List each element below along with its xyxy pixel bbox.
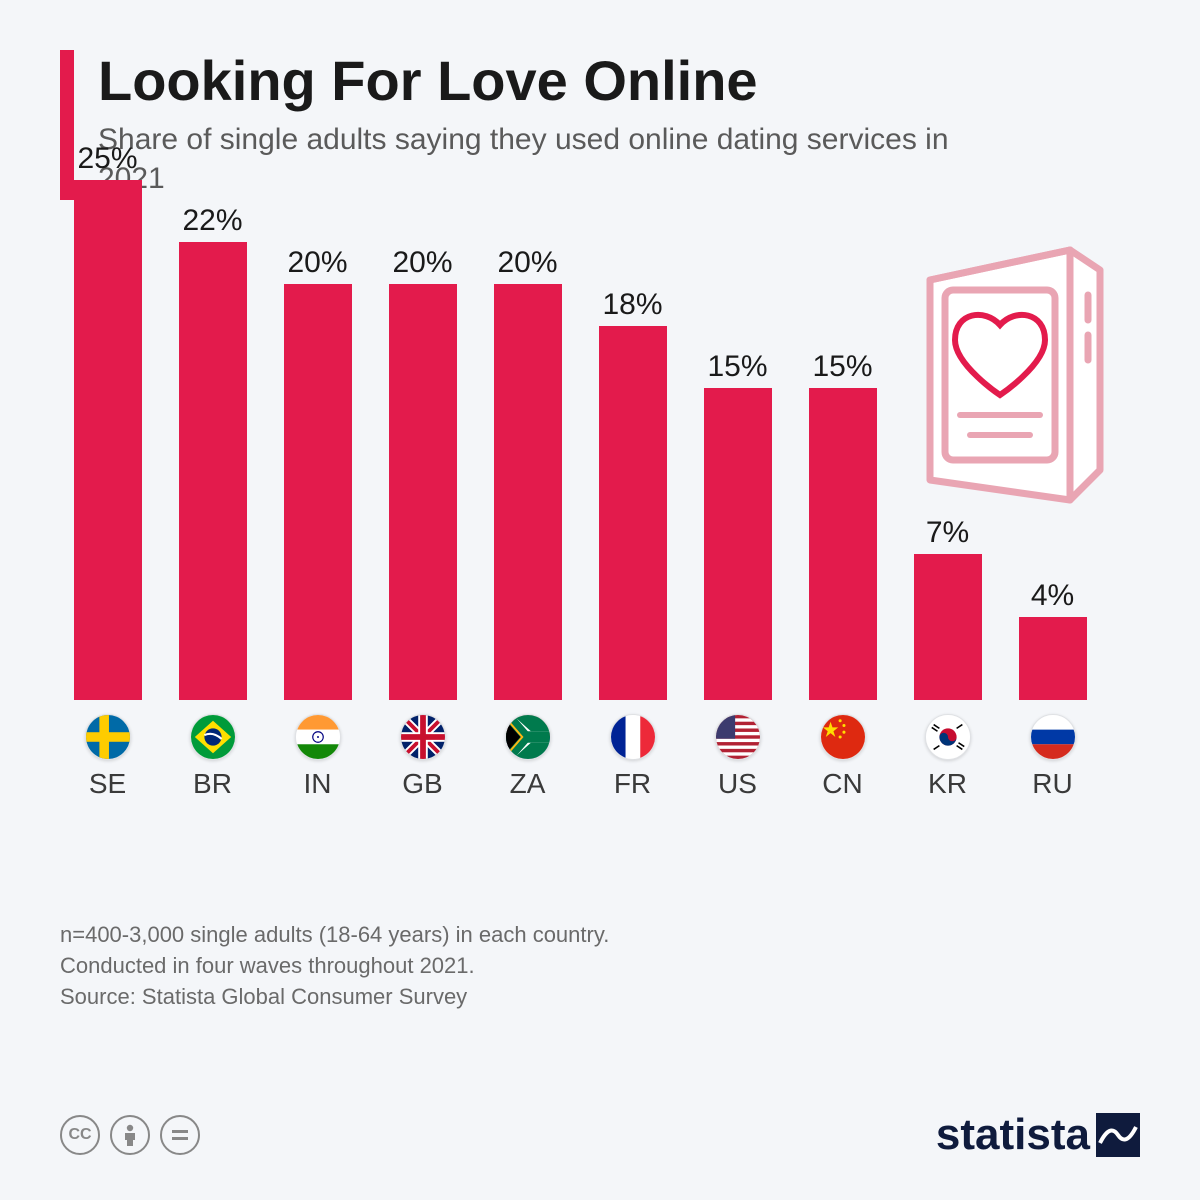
flag-cn-icon [820, 714, 866, 760]
country-code: GB [402, 768, 442, 800]
country-code: ZA [510, 768, 546, 800]
logo-text: statista [936, 1110, 1090, 1160]
country-code: FR [614, 768, 651, 800]
country-code: US [718, 768, 757, 800]
flag-kr-icon [925, 714, 971, 760]
bar-group-br: 22% BR [175, 204, 250, 800]
bar [809, 388, 877, 700]
chart-area: 25%SE22%BR20%IN20%GB20%ZA18%FR15%US15%CN… [60, 240, 1140, 890]
country-code: RU [1032, 768, 1072, 800]
by-icon [110, 1115, 150, 1155]
bar-group-za: 20% ZA [490, 246, 565, 800]
flag-us-icon [715, 714, 761, 760]
bar [179, 242, 247, 700]
bar-group-fr: 18% FR [595, 288, 670, 800]
bar-value: 20% [287, 246, 347, 280]
bar-value: 15% [707, 350, 767, 384]
statista-logo: statista [936, 1110, 1140, 1160]
bar-value: 20% [497, 246, 557, 280]
chart-title: Looking For Love Online [98, 50, 1140, 112]
chart-container: Looking For Love Online Share of single … [0, 0, 1200, 1200]
sample-note: n=400-3,000 single adults (18-64 years) … [60, 920, 1140, 951]
flag-gb-icon [400, 714, 446, 760]
phone-heart-icon [900, 230, 1130, 515]
bar [914, 554, 982, 700]
bar-group-se: 25% SE [70, 142, 145, 800]
source-note: Source: Statista Global Consumer Survey [60, 982, 1140, 1013]
bar [599, 326, 667, 700]
bar-group-us: 15% US [700, 350, 775, 800]
country-code: SE [89, 768, 126, 800]
bar-group-ru: 4% RU [1015, 579, 1090, 800]
notes: n=400-3,000 single adults (18-64 years) … [60, 920, 1140, 1012]
bar [704, 388, 772, 700]
flag-ru-icon [1030, 714, 1076, 760]
bar [494, 284, 562, 700]
bar-value: 25% [77, 142, 137, 176]
flag-za-icon [505, 714, 551, 760]
bar-group-cn: 15% CN [805, 350, 880, 800]
waves-note: Conducted in four waves throughout 2021. [60, 951, 1140, 982]
bar-value: 22% [182, 204, 242, 238]
cc-icon: CC [60, 1115, 100, 1155]
bar-group-gb: 20% GB [385, 246, 460, 800]
flag-se-icon [85, 714, 131, 760]
cc-license-icons: CC [60, 1115, 200, 1155]
bar [284, 284, 352, 700]
bar-value: 4% [1031, 579, 1074, 613]
flag-in-icon [295, 714, 341, 760]
country-code: BR [193, 768, 232, 800]
bar-value: 15% [812, 350, 872, 384]
nd-icon [160, 1115, 200, 1155]
statista-wave-icon [1096, 1113, 1140, 1157]
chart-subtitle: Share of single adults saying they used … [98, 120, 958, 198]
bar [389, 284, 457, 700]
country-code: KR [928, 768, 967, 800]
footer: CC statista [60, 1110, 1140, 1160]
flag-fr-icon [610, 714, 656, 760]
bar-group-in: 20% IN [280, 246, 355, 800]
titles: Looking For Love Online Share of single … [98, 50, 1140, 198]
flag-br-icon [190, 714, 236, 760]
bar-group-kr: 7% KR [910, 516, 985, 800]
bar-value: 7% [926, 516, 969, 550]
bar-value: 18% [602, 288, 662, 322]
header: Looking For Love Online Share of single … [60, 50, 1140, 200]
bar-value: 20% [392, 246, 452, 280]
bar [74, 180, 142, 700]
bar [1019, 617, 1087, 700]
country-code: CN [822, 768, 862, 800]
country-code: IN [304, 768, 332, 800]
